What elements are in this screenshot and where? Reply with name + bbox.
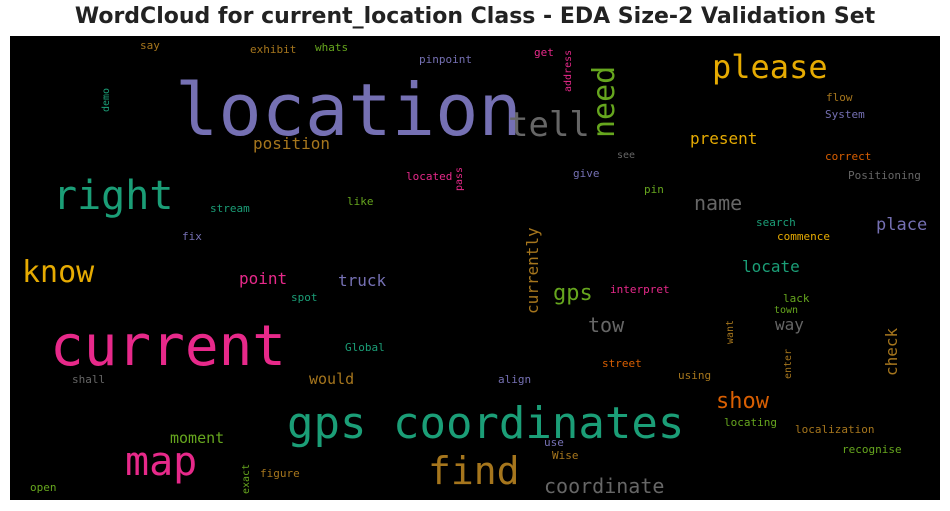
word-need: need [587,65,622,138]
word-align: align [498,373,532,386]
word-pinpoint: pinpoint [419,53,472,66]
word-locating: locating [724,416,777,429]
word-current: current [50,314,287,379]
word-figure: figure [260,467,300,480]
word-want: want [725,319,736,344]
word-gps-coordinates: gps coordinates [287,398,685,449]
word-address: address [563,49,574,92]
word-check: check [882,327,901,376]
word-tell: tell [508,105,590,145]
word-pin: pin [644,183,664,196]
word-pass: pass [454,166,465,191]
word-say: say [140,39,160,52]
word-right: right [53,173,174,219]
word-flow: flow [826,91,853,104]
word-interpret: interpret [610,283,670,296]
word-please: please [712,48,828,86]
word-moment: moment [170,429,225,447]
word-global: Global [345,341,385,354]
word-see: see [617,150,636,161]
word-using: using [678,369,712,382]
word-lack: lack [783,292,810,305]
word-positioning: Positioning [848,169,921,182]
word-find: find [428,449,520,493]
word-place: place [876,215,928,235]
word-show: show [716,389,769,414]
word-like: like [347,195,374,208]
word-point: point [239,269,288,288]
word-currently: currently [523,227,542,314]
word-demo: demo [101,87,112,112]
word-use: use [544,436,564,449]
word-search: search [756,216,796,229]
word-spot: spot [291,291,318,304]
word-map: map [125,439,198,485]
word-wise: Wise [552,449,579,462]
word-open: open [30,481,57,494]
word-shall: shall [72,373,106,386]
word-street: street [602,357,642,370]
word-get: get [534,46,554,59]
word-would: would [309,370,355,388]
word-location: location [175,68,522,152]
word-know: know [22,255,95,290]
word-fix: fix [182,230,202,243]
word-cloud: location current gps coordinates right p… [10,36,940,500]
word-localization: localization [795,423,875,436]
word-present: present [690,129,758,148]
word-system: System [825,108,865,121]
word-gps: gps [553,281,593,306]
word-enter: enter [783,348,794,379]
word-recognise: recognise [842,443,902,456]
word-way: way [775,315,804,334]
word-give: give [573,167,600,180]
word-locate: locate [742,257,800,276]
word-truck: truck [338,271,387,290]
word-commence: commence [777,230,830,243]
word-stream: stream [210,202,250,215]
word-correct: correct [825,150,872,163]
word-position: position [253,134,331,153]
chart-title: WordCloud for current_location Class - E… [74,4,876,29]
word-located: located [406,170,453,183]
word-town: town [774,305,799,316]
word-tow: tow [588,313,625,337]
word-whats: whats [315,41,349,54]
word-exact: exact [241,463,252,494]
word-exhibit: exhibit [250,43,297,56]
word-name: name [694,191,743,215]
word-coordinate: coordinate [544,474,665,498]
